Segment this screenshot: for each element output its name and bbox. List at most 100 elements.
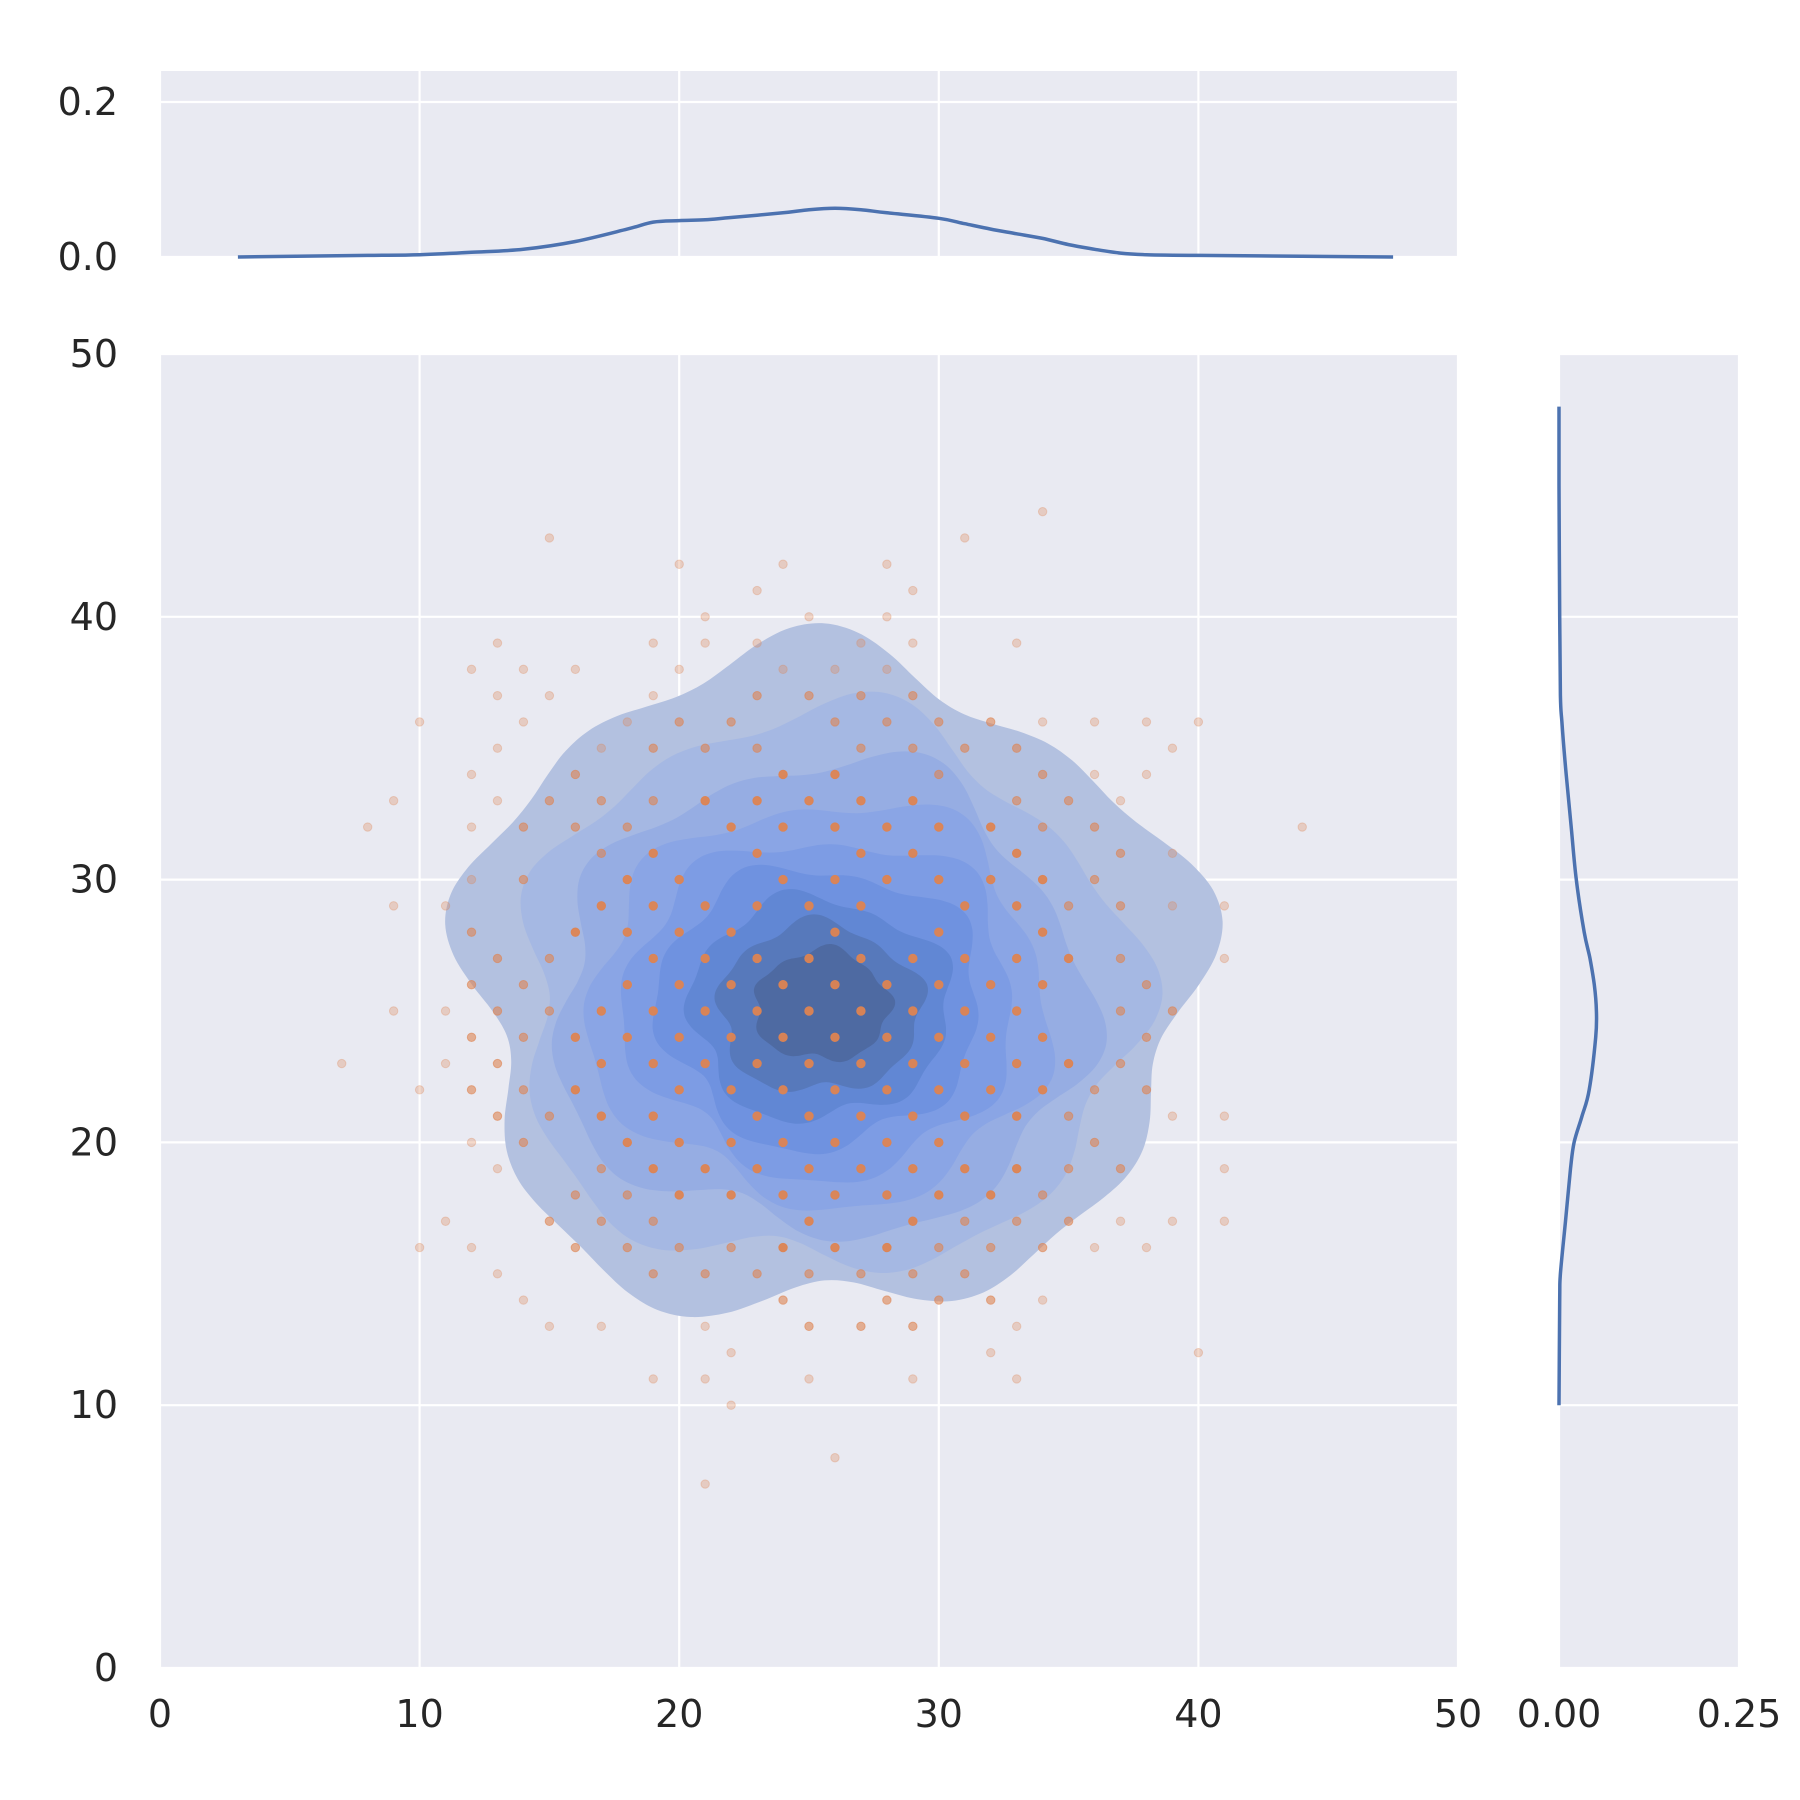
scatter-point [856, 901, 866, 911]
scatter-point [622, 1190, 632, 1200]
scatter-point [492, 743, 503, 753]
scatter-point [622, 1032, 632, 1042]
scatter-point [518, 1295, 529, 1305]
scatter-point [700, 1374, 710, 1384]
scatter-point [1037, 769, 1048, 780]
scatter-point [700, 638, 710, 648]
scatter-point [1141, 980, 1152, 990]
scatter-point [1115, 1058, 1126, 1069]
scatter-point [466, 927, 477, 937]
scatter-point [518, 874, 529, 885]
joint-xtick-label: 30 [915, 1692, 963, 1736]
scatter-point [882, 717, 892, 727]
scatter-point [882, 1242, 892, 1253]
scatter-point [856, 638, 866, 648]
scatter-point [622, 874, 632, 885]
scatter-point [544, 1006, 555, 1016]
scatter-point [596, 1163, 607, 1174]
scatter-point [752, 848, 762, 859]
scatter-point [544, 690, 555, 701]
scatter-point [804, 1006, 814, 1016]
scatter-point [1089, 769, 1100, 780]
joint-ytick-label: 20 [70, 1120, 118, 1164]
scatter-point [1037, 1190, 1048, 1200]
marginal-y-kde-curve [1557, 406, 1599, 1406]
marginal-y-xtick-labels: 0.00 0.25 [1517, 1692, 1782, 1736]
scatter-point [960, 1216, 970, 1226]
scatter-point [934, 1032, 944, 1042]
scatter-point [466, 1032, 477, 1042]
scatter-point [908, 690, 918, 701]
scatter-point [726, 1032, 736, 1042]
scatter-point [934, 874, 944, 885]
scatter-point [1037, 874, 1048, 885]
scatter-point [1011, 848, 1022, 859]
scatter-point [960, 743, 970, 753]
scatter-point [648, 796, 658, 806]
scatter-point [1063, 1163, 1074, 1174]
scatter-point [492, 796, 503, 806]
scatter-point [856, 848, 866, 859]
scatter-point [726, 1190, 736, 1200]
scatter-point [622, 822, 632, 832]
scatter-point [1115, 796, 1126, 806]
scatter-point [700, 743, 710, 753]
scatter-point [674, 717, 684, 727]
scatter-point [1011, 1321, 1022, 1332]
scatter-point [830, 1453, 840, 1463]
scatter-point [726, 1400, 736, 1410]
scatter-point [648, 638, 658, 648]
scatter-point [908, 1163, 918, 1174]
scatter-point [622, 980, 632, 990]
scatter-point [674, 1242, 684, 1253]
scatter-point [596, 1216, 607, 1226]
scatter-point [700, 796, 710, 806]
scatter-point [752, 953, 762, 964]
scatter-point [908, 848, 918, 859]
scatter-point [466, 874, 477, 885]
scatter-point [752, 901, 762, 911]
scatter-point [570, 1242, 581, 1253]
scatter-point [1011, 1006, 1022, 1016]
scatter-point [1063, 1058, 1074, 1069]
scatter-point [1037, 1242, 1048, 1253]
scatter-point [596, 848, 607, 859]
scatter-point [466, 1085, 477, 1095]
scatter-point [1037, 927, 1048, 937]
scatter-point [466, 1137, 477, 1148]
scatter-point [882, 612, 892, 622]
scatter-point [1089, 717, 1100, 727]
scatter-point [1115, 901, 1126, 911]
scatter-point [752, 1269, 762, 1279]
scatter-point [700, 612, 710, 622]
scatter-point [752, 690, 762, 701]
scatter-point [544, 533, 555, 543]
scatter-point [804, 1111, 814, 1121]
scatter-point [1141, 1085, 1152, 1095]
scatter-point [1011, 1163, 1022, 1174]
scatter-point [1193, 717, 1204, 727]
scatter-point [726, 927, 736, 937]
scatter-point [882, 1137, 892, 1148]
scatter-point [778, 1032, 788, 1042]
scatter-point [830, 980, 840, 990]
scatter-point [908, 1006, 918, 1016]
scatter-point [934, 1085, 944, 1095]
scatter-point [726, 980, 736, 990]
scatter-point [804, 901, 814, 911]
scatter-point [440, 1006, 451, 1016]
scatter-point [908, 1374, 918, 1384]
scatter-point [908, 953, 918, 964]
scatter-point [908, 1269, 918, 1279]
joint-xtick-labels: 0 10 20 30 40 50 [148, 1692, 1482, 1736]
joint-xtick-label: 0 [148, 1692, 172, 1736]
scatter-point [466, 1242, 477, 1253]
scatter-point [1219, 901, 1230, 911]
scatter-point [856, 1006, 866, 1016]
scatter-point [804, 1163, 814, 1174]
scatter-point [908, 1321, 918, 1332]
scatter-point [908, 796, 918, 806]
scatter-point [1297, 822, 1307, 832]
scatter-point [856, 1269, 866, 1279]
scatter-point [674, 664, 684, 675]
